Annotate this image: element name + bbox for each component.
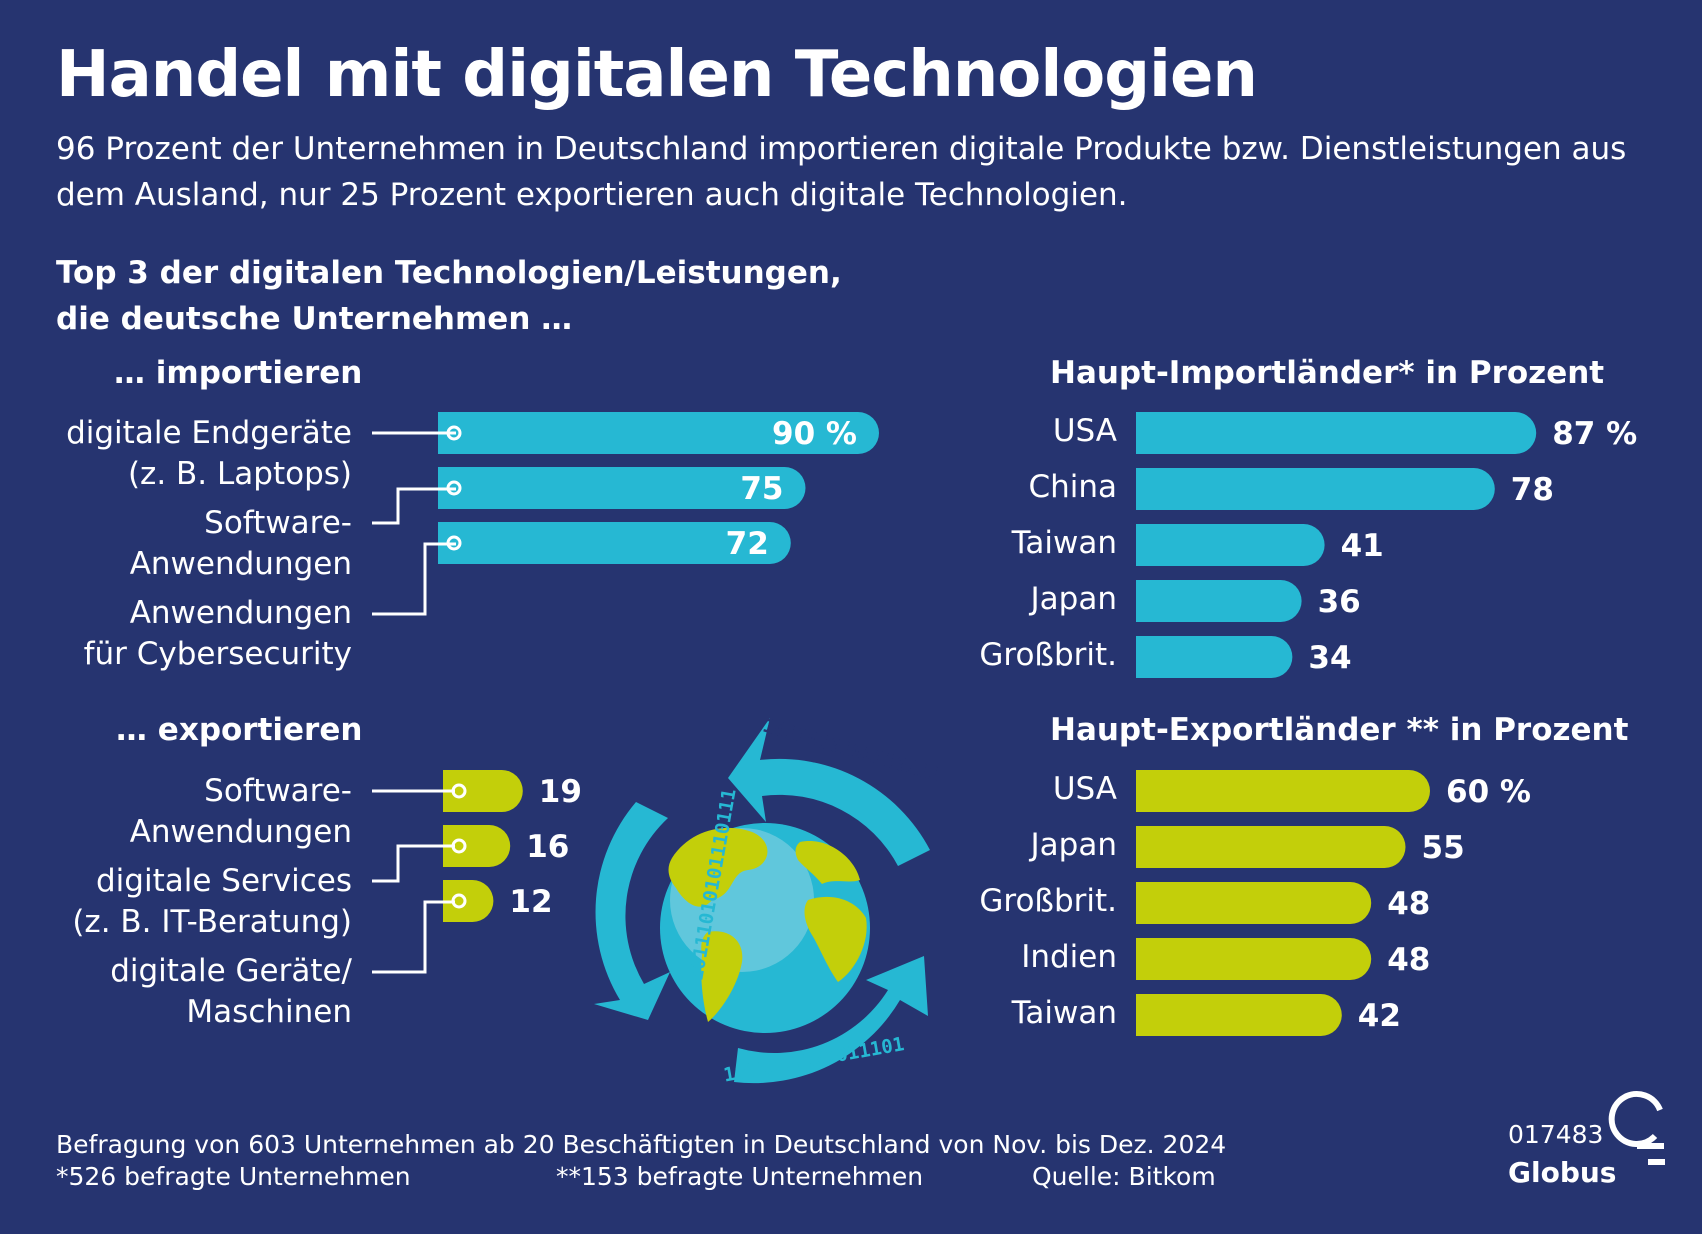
export-country-bar	[1136, 882, 1372, 924]
import-country-value-label: 34	[1308, 640, 1351, 676]
import-product-value-label: 75	[740, 471, 783, 507]
label-connectors	[372, 431, 456, 974]
import-country-bar	[1136, 468, 1495, 510]
section-title-line1: Top 3 der digitalen Technologien/Leistun…	[56, 255, 842, 291]
export-product-value-label: 12	[509, 884, 552, 920]
export-country-bar	[1136, 770, 1430, 812]
page-title: Handel mit digitalen Technologien	[56, 38, 1258, 112]
export-product-value-label: 16	[526, 829, 569, 865]
import-country-bar	[1136, 412, 1537, 454]
import-label-software: Software- Anwendungen	[130, 503, 352, 585]
section-title: Top 3 der digitalen Technologien/Leistun…	[56, 250, 876, 342]
footer-note-import: *526 befragte Unternehmen	[56, 1162, 411, 1191]
footer-code: 017483	[1508, 1120, 1604, 1149]
export-country-value-label: 60 %	[1446, 774, 1531, 810]
connector-line	[372, 900, 455, 974]
export-product-bar	[443, 880, 494, 922]
import-label-cyber-line1: Anwendungen	[129, 595, 352, 631]
import-product-value-label: 90 %	[772, 416, 857, 452]
footer-source: Quelle: Bitkom	[1032, 1162, 1216, 1191]
export-country-bar	[1136, 994, 1342, 1036]
export-label-geraete-line1: digitale Geräte/	[110, 953, 352, 989]
arrow-bottom-right	[734, 956, 928, 1084]
import-label-endgeraete: digitale Endgeräte (z. B. Laptops)	[66, 413, 352, 495]
export-products-header: … exportieren	[116, 712, 363, 748]
import-country-label: China	[1028, 469, 1117, 505]
export-country-value-label: 48	[1387, 942, 1430, 978]
import-country-label: Taiwan	[1011, 525, 1117, 561]
section-title-line2: die deutsche Unternehmen …	[56, 301, 573, 337]
export-label-services-line2: (z. B. IT-Beratung)	[72, 904, 352, 940]
export-country-bar	[1136, 826, 1406, 868]
import-country-bar	[1136, 580, 1302, 622]
export-country-label: Taiwan	[1011, 995, 1117, 1031]
connector-line	[372, 844, 455, 883]
export-label-services: digitale Services (z. B. IT-Beratung)	[72, 861, 352, 943]
globus-logo-icon	[1608, 1091, 1665, 1165]
connector-line	[372, 487, 456, 525]
footer-note-export: **153 befragte Unternehmen	[556, 1162, 924, 1191]
export-countries-header: Haupt-Exportländer ** in Prozent	[1050, 712, 1629, 748]
import-country-value-label: 87 %	[1552, 416, 1637, 452]
import-products-bars: 90 % 75 72	[438, 412, 879, 564]
import-country-value-label: 36	[1318, 584, 1361, 620]
export-country-label: Großbrit.	[979, 883, 1117, 919]
import-product-bar	[438, 412, 879, 454]
globe-illustration: 1011010101110111 10111010101110111 10111…	[594, 715, 942, 1087]
connector-line	[372, 542, 456, 616]
globus-logo-arc	[1608, 1091, 1663, 1147]
footer-survey: Befragung von 603 Unternehmen ab 20 Besc…	[56, 1130, 1227, 1159]
globe-continent-europe	[795, 840, 860, 884]
arrow-top	[728, 718, 930, 866]
import-label-cyber: Anwendungen für Cybersecurity	[84, 593, 352, 675]
export-label-software-line1: Software-	[204, 773, 352, 809]
import-country-bar	[1136, 524, 1325, 566]
import-countries-header: Haupt-Importländer* in Prozent	[1050, 355, 1605, 391]
import-label-software-line1: Software-	[204, 505, 352, 541]
export-country-label: Japan	[1030, 827, 1117, 863]
import-country-label: USA	[1052, 413, 1117, 449]
export-product-bar	[443, 825, 511, 867]
page-subtitle: 96 Prozent der Unternehmen in Deutschlan…	[56, 131, 1627, 213]
export-country-value-label: 48	[1387, 886, 1430, 922]
import-label-endgeraete-line2: (z. B. Laptops)	[127, 456, 352, 492]
import-countries-bars: 87 % 78 41 36 34	[1136, 412, 1637, 678]
export-label-geraete: digitale Geräte/ Maschinen	[110, 951, 352, 1033]
globe-continent-africa	[804, 896, 867, 982]
globe-continent-america-north	[668, 827, 768, 907]
export-product-bar	[443, 770, 523, 812]
export-label-geraete-line2: Maschinen	[186, 994, 352, 1030]
import-products-header: … importieren	[114, 355, 363, 391]
import-label-endgeraete-line1: digitale Endgeräte	[66, 415, 352, 451]
import-country-label: Großbrit.	[979, 637, 1117, 673]
import-country-value-label: 41	[1341, 528, 1384, 564]
binary-bottom: 1011110101011101	[722, 1033, 906, 1086]
globe-continent-america-south	[701, 931, 743, 1022]
export-country-label: USA	[1052, 771, 1117, 807]
export-country-value-label: 55	[1422, 830, 1465, 866]
export-label-software-line2: Anwendungen	[129, 814, 352, 850]
arrow-left	[594, 802, 670, 1020]
import-product-value-label: 72	[726, 526, 769, 562]
import-label-software-line2: Anwendungen	[129, 546, 352, 582]
export-label-software: Software- Anwendungen	[130, 771, 352, 853]
export-products-bars: 19 16 12	[443, 770, 582, 922]
export-country-bar	[1136, 938, 1372, 980]
import-country-value-label: 78	[1511, 472, 1554, 508]
export-label-services-line1: digitale Services	[96, 863, 352, 899]
export-countries-bars: 60 % 55 48 48 42	[1136, 770, 1531, 1036]
import-product-bar	[438, 467, 806, 509]
import-label-cyber-line2: für Cybersecurity	[83, 636, 352, 672]
footer-brand: Globus	[1508, 1156, 1617, 1189]
export-product-value-label: 19	[539, 774, 582, 810]
import-country-bar	[1136, 636, 1293, 678]
import-product-bar	[438, 522, 791, 564]
export-country-label: Indien	[1021, 939, 1117, 975]
export-country-value-label: 42	[1358, 998, 1401, 1034]
import-country-label: Japan	[1030, 581, 1117, 617]
